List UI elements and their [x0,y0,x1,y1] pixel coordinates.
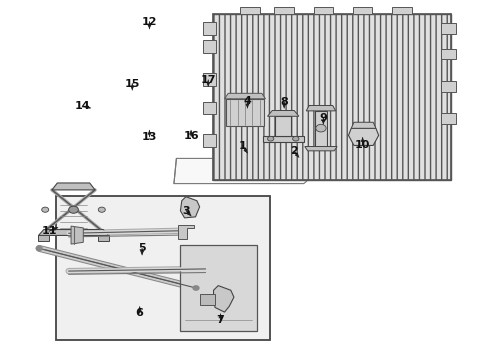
Polygon shape [274,7,294,14]
Text: 16: 16 [183,131,199,141]
Text: 4: 4 [244,96,251,106]
Bar [213,14,451,180]
Text: 1: 1 [239,141,246,151]
Bar [199,294,215,305]
Circle shape [69,206,78,213]
Polygon shape [441,49,456,59]
Polygon shape [315,111,327,147]
Polygon shape [203,40,216,53]
Circle shape [268,136,274,141]
Polygon shape [203,73,216,86]
Polygon shape [441,81,456,92]
Polygon shape [226,99,264,126]
Polygon shape [305,147,337,151]
Polygon shape [177,225,194,239]
Bar [180,245,257,331]
Polygon shape [38,230,109,235]
Polygon shape [174,158,333,184]
Polygon shape [52,183,95,190]
Polygon shape [392,7,412,14]
Polygon shape [240,7,260,14]
Text: 15: 15 [124,78,140,89]
Polygon shape [314,7,333,14]
Text: 13: 13 [142,132,157,142]
Text: 6: 6 [136,308,144,318]
Polygon shape [180,197,199,218]
Text: 9: 9 [319,113,327,123]
Text: 11: 11 [41,226,57,236]
Polygon shape [98,235,109,241]
Text: 7: 7 [217,315,224,325]
Polygon shape [353,7,372,14]
Polygon shape [268,111,299,116]
Text: 8: 8 [280,96,288,107]
Circle shape [98,207,105,212]
Polygon shape [71,226,83,244]
Circle shape [293,136,299,141]
Text: 10: 10 [355,140,370,150]
Polygon shape [441,23,456,34]
Circle shape [42,207,49,212]
Text: 14: 14 [74,101,90,111]
Polygon shape [224,93,266,99]
Polygon shape [38,235,49,241]
Text: 12: 12 [142,17,157,27]
Text: 5: 5 [138,243,146,253]
Polygon shape [306,105,336,111]
Polygon shape [214,285,234,312]
Circle shape [316,124,326,132]
Polygon shape [275,116,291,136]
Circle shape [36,246,42,251]
Polygon shape [351,122,376,128]
Polygon shape [203,22,216,35]
Polygon shape [203,134,216,147]
Polygon shape [441,113,456,124]
Polygon shape [348,128,379,145]
Text: 3: 3 [182,206,190,216]
Circle shape [193,286,199,290]
Bar [56,196,270,340]
Polygon shape [263,136,304,141]
Polygon shape [203,102,216,114]
Text: 2: 2 [290,146,298,156]
Text: 17: 17 [200,75,216,85]
